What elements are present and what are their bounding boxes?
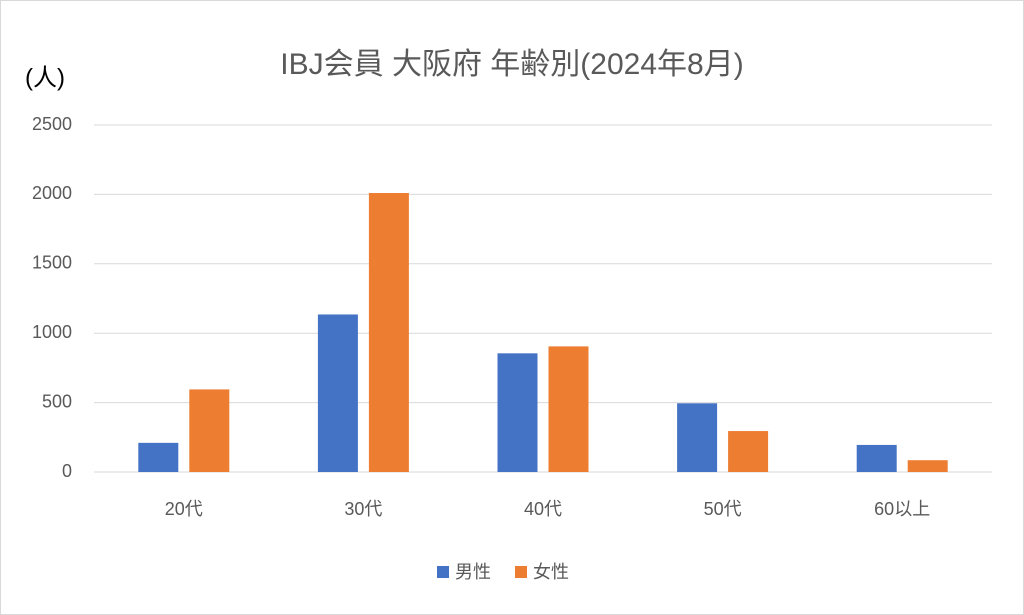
x-tick-label: 50代 xyxy=(704,499,742,519)
bar xyxy=(317,314,358,472)
y-tick-label: 2000 xyxy=(32,183,72,203)
legend-label: 男性 xyxy=(455,562,491,582)
y-tick-label: 1000 xyxy=(32,322,72,342)
x-tick-label: 20代 xyxy=(165,499,203,519)
x-tick-label: 40代 xyxy=(524,499,562,519)
bar xyxy=(368,193,409,472)
bar xyxy=(548,346,589,472)
chart-title: IBJ会員 大阪府 年齢別(2024年8月) xyxy=(280,48,743,81)
bar xyxy=(189,389,230,472)
y-tick-label: 500 xyxy=(42,391,72,411)
y-tick-label: 0 xyxy=(62,461,72,481)
y-tick-label: 1500 xyxy=(32,253,72,273)
bar xyxy=(138,442,179,472)
bar xyxy=(907,460,948,472)
y-axis-label: (人) xyxy=(25,64,65,91)
legend-label: 女性 xyxy=(533,562,569,582)
bar xyxy=(856,444,897,472)
x-tick-label: 30代 xyxy=(344,499,382,519)
legend-swatch xyxy=(437,566,449,578)
x-tick-label: 60以上 xyxy=(874,499,930,519)
bar xyxy=(728,431,769,472)
bar xyxy=(677,403,718,472)
legend-swatch xyxy=(515,566,527,578)
y-tick-label: 2500 xyxy=(32,114,72,134)
bar xyxy=(497,353,538,472)
